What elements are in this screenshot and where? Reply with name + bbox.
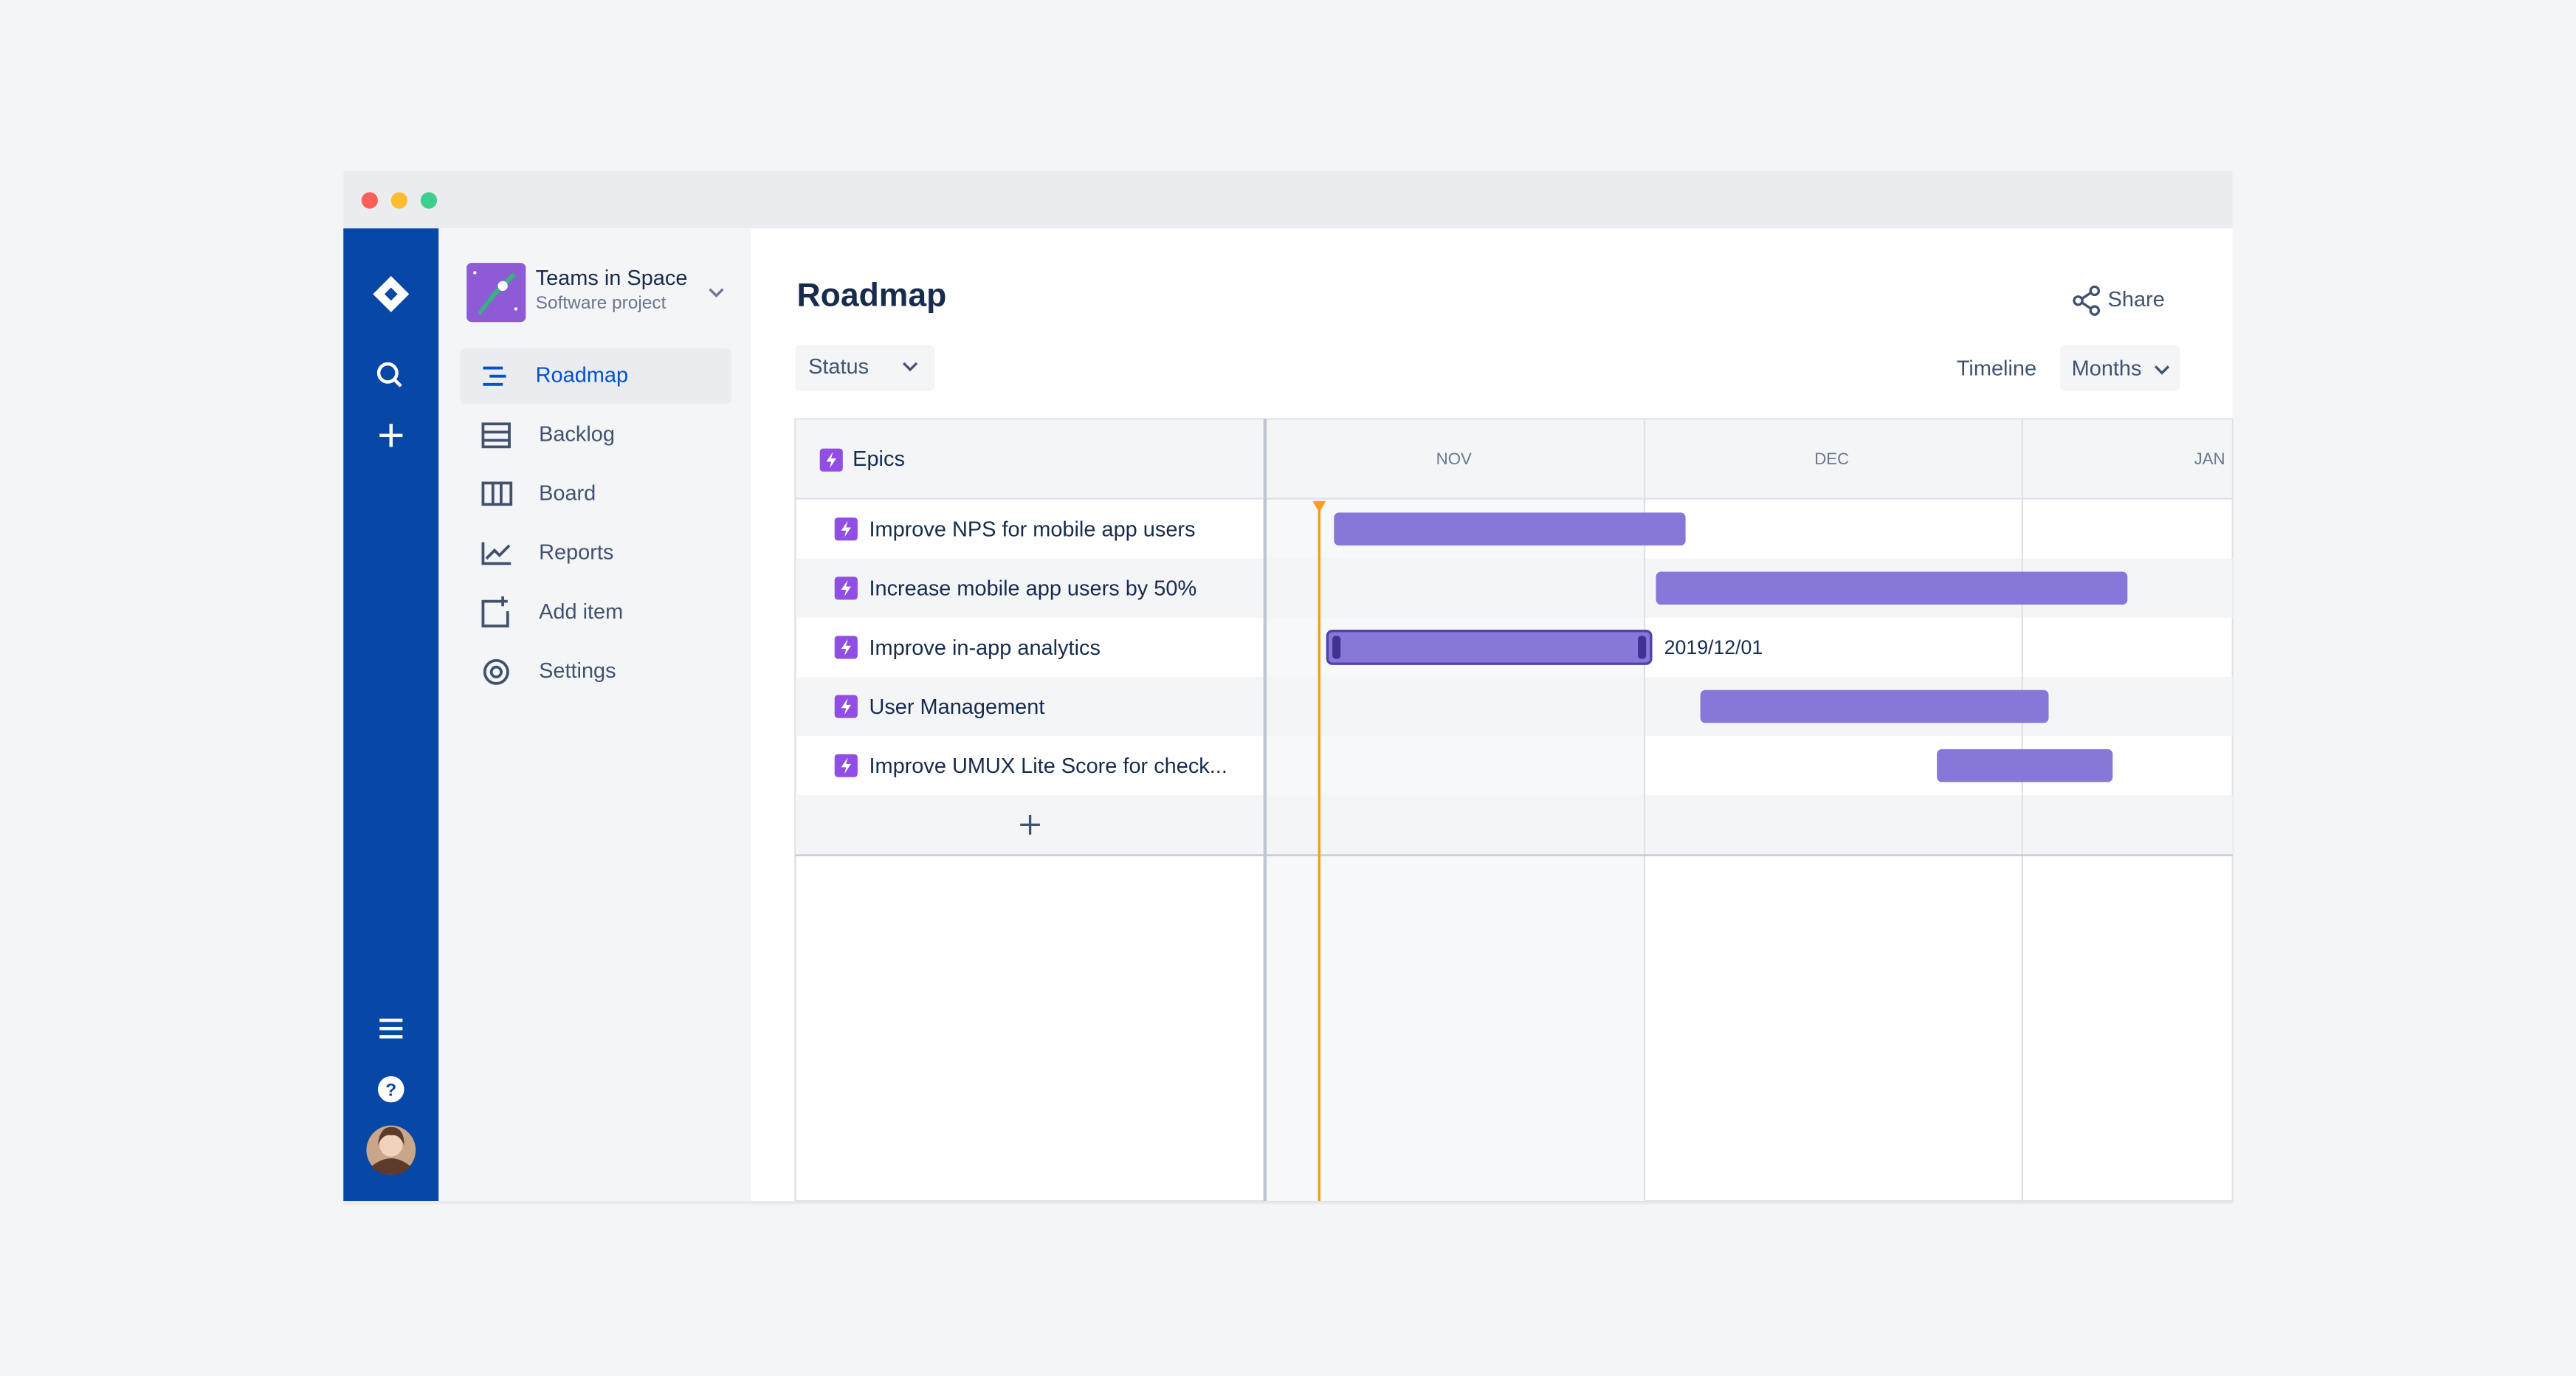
- nav-item[interactable]: Board: [539, 482, 596, 506]
- zoom-label: Months: [2072, 357, 2142, 380]
- epic-title[interactable]: Improve in-app analytics: [869, 636, 1100, 660]
- status-filter[interactable]: [795, 345, 935, 391]
- add-epic[interactable]: [1020, 814, 1040, 835]
- avatar[interactable]: [366, 1125, 416, 1175]
- epic-bar[interactable]: [1937, 749, 2113, 782]
- grid-header: [796, 419, 2232, 499]
- nav-icon: [481, 596, 509, 627]
- nav-item[interactable]: Roadmap: [536, 363, 628, 387]
- nav-item[interactable]: Reports: [539, 541, 613, 565]
- epic-bar[interactable]: [1700, 689, 2049, 723]
- epic-bolt: [841, 757, 851, 774]
- logo[interactable]: [373, 275, 410, 312]
- epic-bar[interactable]: [1656, 571, 2128, 605]
- epic-bolt: [841, 579, 851, 596]
- epic-title[interactable]: Increase mobile app users by 50%: [869, 577, 1196, 601]
- nav-icon: [481, 481, 513, 506]
- project-avatar[interactable]: [466, 263, 526, 323]
- project-type: Software project: [536, 293, 667, 313]
- column-header: Epics: [853, 447, 905, 471]
- title-bar: [343, 171, 2233, 229]
- epic-title[interactable]: Improve NPS for mobile app users: [869, 518, 1195, 542]
- row-stripe: [796, 795, 2233, 855]
- epic-bolt: [841, 639, 851, 656]
- timeline-label: Timeline: [1957, 357, 2036, 380]
- epic-title[interactable]: Improve UMUX Lite Score for check...: [869, 754, 1227, 778]
- status-label: Status: [808, 355, 869, 379]
- create-icon[interactable]: [379, 424, 403, 447]
- search-icon[interactable]: [376, 362, 402, 388]
- epic-title[interactable]: User Management: [869, 695, 1044, 719]
- month-label: DEC: [1814, 450, 1849, 468]
- epic-bar[interactable]: [1326, 629, 1653, 665]
- nav-selected-bg: [460, 348, 731, 405]
- epic-bolt: [841, 698, 851, 715]
- nav-item[interactable]: Backlog: [539, 422, 615, 446]
- close-dot[interactable]: [361, 192, 378, 209]
- minimize-dot[interactable]: [390, 192, 408, 209]
- bars: 2019/12/01: [1326, 512, 2128, 782]
- nav-icon: [481, 542, 512, 565]
- rows: Improve NPS for mobile app users Increase…: [796, 517, 2233, 855]
- epic-bar[interactable]: [1334, 512, 1686, 546]
- nav-icon: [483, 366, 506, 386]
- month-label: JAN: [2194, 450, 2225, 468]
- global-nav: [343, 228, 439, 1201]
- help-icon[interactable]: [377, 1076, 404, 1103]
- menu-icon[interactable]: [379, 1018, 403, 1039]
- maximize-dot[interactable]: [420, 192, 438, 209]
- nav-item[interactable]: Add item: [539, 600, 623, 624]
- help-glyph: ?: [385, 1080, 396, 1100]
- nav-icon: [481, 422, 511, 449]
- nav-item[interactable]: Settings: [539, 659, 616, 683]
- today-marker: [1312, 500, 1326, 513]
- share-button[interactable]: Share: [2108, 288, 2165, 312]
- date-label: 2019/12/01: [1664, 636, 1763, 658]
- nav-icon: [483, 658, 509, 685]
- page-title: Roadmap: [797, 278, 947, 314]
- month-label: NOV: [1436, 450, 1472, 468]
- status-chevron: [903, 362, 918, 372]
- project-name: Teams in Space: [536, 266, 688, 290]
- nav-list: Roadmap Backlog Board Reports Add item Settin…: [481, 363, 628, 685]
- zoom-chevron: [2154, 365, 2170, 375]
- project-chevron[interactable]: [709, 288, 724, 297]
- zoom-select[interactable]: [2060, 345, 2180, 391]
- epic-bolt: [826, 452, 836, 469]
- bar-handle[interactable]: [1332, 636, 1341, 659]
- epic-bolt: [841, 520, 851, 537]
- share-icon[interactable]: [2073, 285, 2101, 316]
- bar-handle[interactable]: [1638, 636, 1647, 659]
